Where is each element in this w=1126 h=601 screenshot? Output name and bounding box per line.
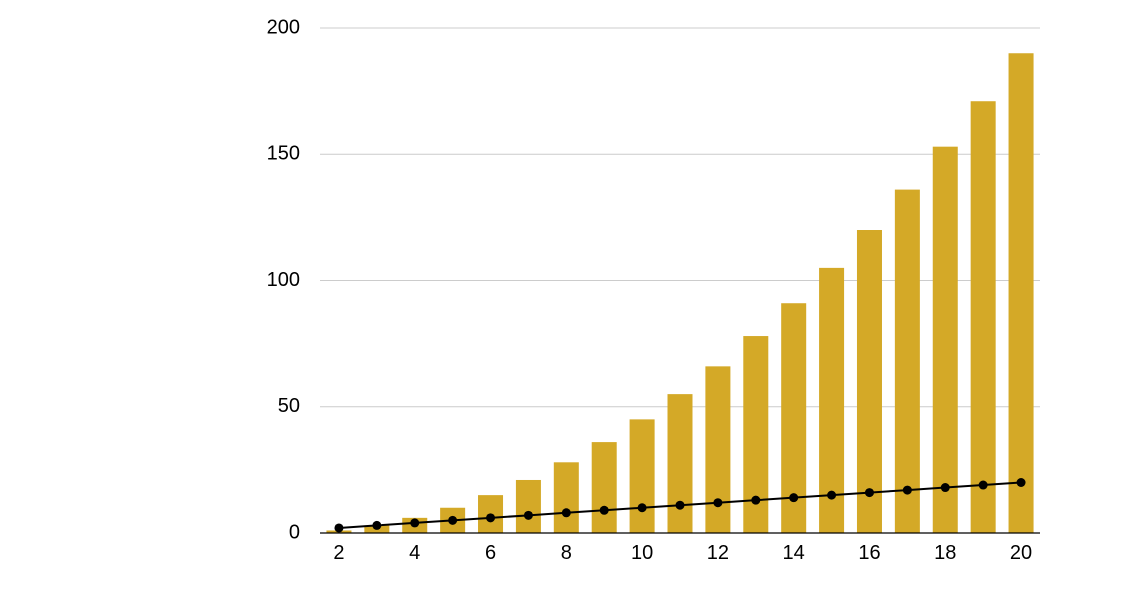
line-marker (827, 491, 836, 500)
x-tick-label: 4 (409, 542, 420, 564)
bar (592, 442, 617, 533)
y-tick-label: 100 (267, 269, 300, 291)
x-tick-label: 16 (858, 542, 880, 564)
line-marker (638, 503, 647, 512)
y-tick-label: 50 (278, 395, 300, 417)
y-tick-label: 200 (267, 16, 300, 38)
line-marker (789, 493, 798, 502)
line-marker (448, 516, 457, 525)
y-tick-label: 0 (289, 521, 300, 543)
line-marker (562, 508, 571, 517)
bar (1009, 53, 1034, 533)
x-tick-label: 18 (934, 542, 956, 564)
bar (667, 394, 692, 533)
x-tick-label: 20 (1010, 542, 1032, 564)
line-marker (334, 523, 343, 532)
line-marker (865, 488, 874, 497)
bar (630, 419, 655, 533)
line-marker (941, 483, 950, 492)
x-tick-label: 2 (333, 542, 344, 564)
line-marker (751, 496, 760, 505)
bar (895, 190, 920, 533)
chart-svg: 0 50 100 150 200 2 4 6 8 10 12 14 16 18 20 (0, 0, 1126, 601)
bar (971, 101, 996, 533)
line-marker (410, 518, 419, 527)
bar (933, 147, 958, 533)
chart-container: 0 50 100 150 200 2 4 6 8 10 12 14 16 18 20 (0, 0, 1126, 601)
line-marker (1017, 478, 1026, 487)
x-tick-label: 12 (707, 542, 729, 564)
bar (516, 480, 541, 533)
x-tick-label: 10 (631, 542, 653, 564)
line-marker (486, 513, 495, 522)
line-marker (979, 481, 988, 490)
bar (554, 462, 579, 533)
line-marker (903, 486, 912, 495)
bar (857, 230, 882, 533)
line-marker (600, 506, 609, 515)
x-tick-label: 6 (485, 542, 496, 564)
line-marker (713, 498, 722, 507)
line-marker (524, 511, 533, 520)
y-tick-label: 150 (267, 143, 300, 165)
x-tick-label: 8 (561, 542, 572, 564)
line-marker (676, 501, 685, 510)
x-tick-label: 14 (783, 542, 805, 564)
line-marker (372, 521, 381, 530)
bar (705, 366, 730, 533)
